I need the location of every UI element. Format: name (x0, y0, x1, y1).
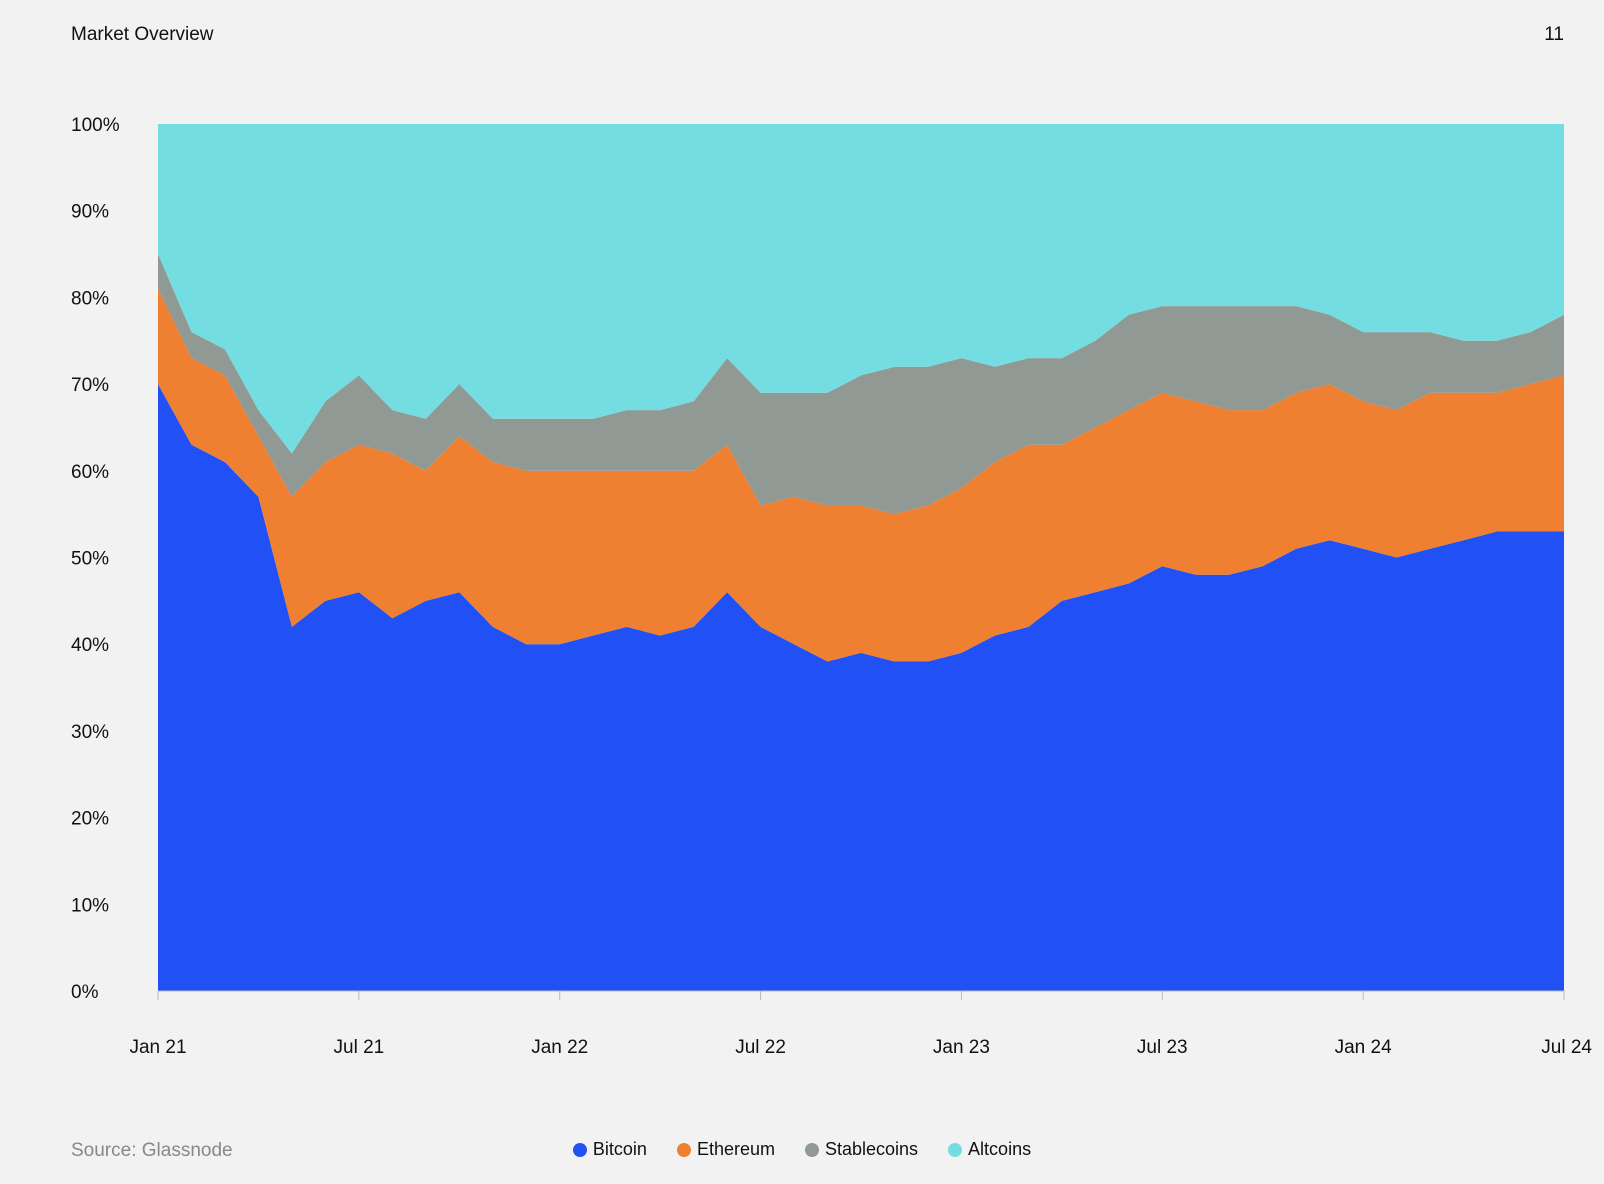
y-tick-label: 20% (71, 809, 109, 830)
y-tick-label: 50% (71, 549, 109, 570)
page-number: 11 (1544, 24, 1564, 45)
legend-item-bitcoin: Bitcoin (572, 1139, 647, 1160)
legend-label-ethereum: Ethereum (696, 1139, 775, 1159)
area-stablecoins (158, 254, 1564, 515)
legend-swatch-stablecoins (804, 1142, 819, 1157)
legend-swatch-bitcoin (572, 1142, 587, 1157)
x-tick-label: Jul 22 (735, 1037, 786, 1058)
y-tick-label: 10% (71, 895, 109, 916)
legend-item-altcoins: Altcoins (948, 1139, 1031, 1160)
y-tick-label: 60% (71, 462, 109, 483)
legend-swatch-ethereum (676, 1142, 691, 1157)
x-tick-label: Jul 21 (334, 1037, 385, 1058)
y-tick-label: 70% (71, 375, 109, 396)
legend-label-bitcoin: Bitcoin (592, 1139, 647, 1159)
y-tick-label: 30% (71, 722, 109, 743)
x-tick-label: Jan 22 (531, 1037, 588, 1058)
source-note: Source: Glassnode (71, 1140, 233, 1161)
legend-label-altcoins: Altcoins (968, 1139, 1032, 1159)
page-header-title: Market Overview (71, 24, 214, 45)
area-bitcoin (158, 384, 1564, 992)
y-tick-label: 100% (71, 115, 120, 136)
chart-axes: 0% 10% 20% 30% 40% 50% 60% 70% 80% 90% 100% Jan 21 J… (71, 115, 1592, 1058)
x-tick-label: Jan 21 (129, 1037, 186, 1058)
y-tick-label: 0% (71, 982, 99, 1003)
x-tick-label: Jul 24 (1541, 1037, 1592, 1058)
x-tick-label: Jul 23 (1137, 1037, 1188, 1058)
x-tick-label: Jan 24 (1335, 1037, 1392, 1058)
area-ethereum (158, 288, 1564, 662)
x-tick-label: Jan 23 (933, 1037, 990, 1058)
area-altcoins (158, 124, 1564, 454)
legend-label-stablecoins: Stablecoins (824, 1139, 919, 1159)
legend: Bitcoin Ethereum Stablecoins Altcoins (0, 1139, 1604, 1160)
y-tick-label: 40% (71, 635, 109, 656)
legend-swatch-altcoins (948, 1142, 963, 1157)
chart-areas (158, 124, 1564, 992)
y-tick-label: 90% (71, 202, 109, 223)
legend-item-ethereum: Ethereum (676, 1139, 775, 1160)
y-tick-label: 80% (71, 288, 109, 309)
legend-item-stablecoins: Stablecoins (804, 1139, 919, 1160)
